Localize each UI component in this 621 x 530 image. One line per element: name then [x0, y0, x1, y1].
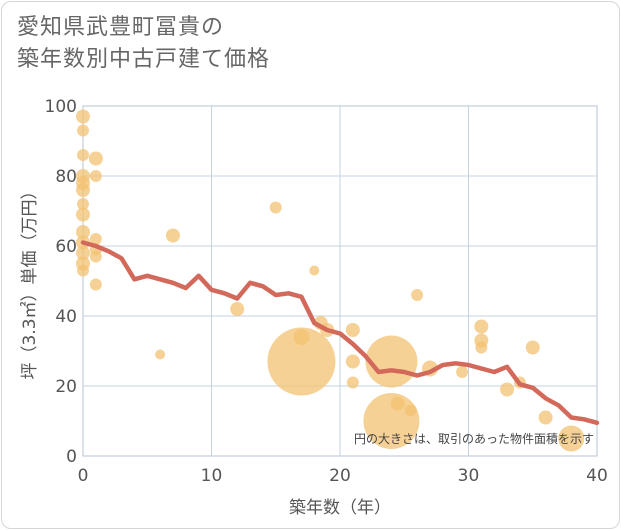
bubble-point: [230, 302, 245, 316]
grid-lines: [82, 105, 598, 457]
bubble-point: [88, 151, 103, 166]
y-tick-label: 0: [66, 447, 77, 467]
bubble-point: [77, 264, 89, 277]
x-tick-label: 30: [458, 466, 480, 486]
bubble-point: [404, 404, 417, 417]
x-tick-label: 20: [329, 466, 351, 486]
chart-title-line-2: 築年数別中古戸建て価格: [17, 47, 271, 72]
bubble-point: [475, 341, 488, 354]
bubble-point: [345, 354, 360, 369]
x-tick-label: 10: [201, 466, 223, 486]
x-tick-label: 40: [586, 466, 608, 486]
chart-title: 愛知県武豊町冨貴の 築年数別中古戸建て価格: [17, 12, 270, 76]
bubble-point: [77, 124, 89, 137]
y-tick-label: 60: [55, 237, 77, 257]
bubble-point: [346, 376, 359, 389]
trend-line-group: [80, 240, 600, 426]
bubble-point: [558, 425, 585, 452]
bubble-point: [363, 393, 420, 449]
bubble-point: [525, 340, 540, 355]
bubble-point: [293, 329, 310, 345]
x-tick-label: 0: [78, 466, 89, 486]
bubble-point: [165, 228, 180, 243]
bubble-series: [76, 109, 585, 452]
bubble-point: [155, 349, 166, 360]
bubble-point: [76, 246, 90, 260]
bubble-point: [474, 319, 489, 334]
bubble-point: [89, 233, 102, 245]
bubble-point: [77, 198, 89, 210]
y-axis-label: 坪（3.3㎡）単価（万円）: [20, 182, 40, 379]
bubble-point: [390, 396, 405, 411]
bubble-point: [500, 382, 515, 397]
chart-title-line-1: 愛知県武豊町冨貴の: [17, 15, 225, 40]
bubble-point: [411, 289, 424, 301]
bubble-point: [89, 250, 102, 263]
bubble-point: [456, 366, 469, 378]
bubble-point: [76, 225, 90, 239]
bubble-point: [76, 183, 90, 197]
bubble-point: [309, 265, 320, 276]
y-tick-label: 20: [55, 377, 77, 397]
bubble-point: [77, 149, 89, 161]
bubble-point: [269, 201, 282, 214]
bubble-point: [89, 278, 102, 291]
axis-ticks: 0 10 20 30 40 0 20 40 60 80 100: [45, 97, 608, 486]
bubble-size-note: 円の大きさは、取引のあった物件面積を示す: [354, 431, 594, 446]
bubble-point: [538, 410, 553, 425]
trend-line: [80, 240, 600, 426]
x-axis-label: 築年数（年）: [289, 498, 391, 518]
y-tick-label: 100: [45, 97, 77, 117]
bubble-point: [89, 170, 102, 182]
bubble-point: [76, 109, 90, 124]
bubble-point: [345, 323, 360, 337]
y-tick-label: 80: [55, 167, 77, 187]
bubble-point: [267, 327, 336, 396]
bubble-point: [365, 335, 418, 388]
y-tick-label: 40: [55, 307, 77, 327]
bubble-point: [76, 207, 90, 222]
